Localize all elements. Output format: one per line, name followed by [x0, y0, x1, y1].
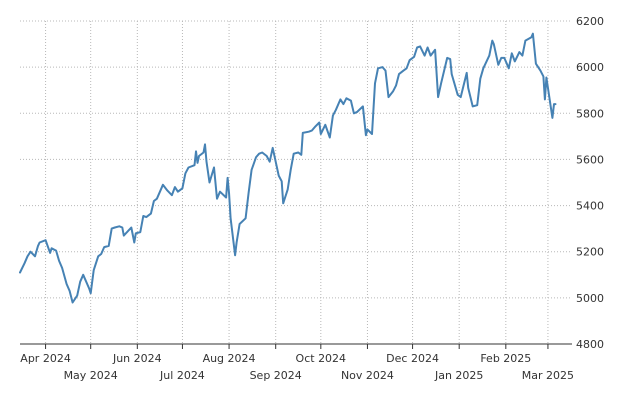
x-tick-label: Dec 2024: [386, 352, 439, 365]
x-tick-label: Feb 2025: [480, 352, 531, 365]
tick-labels: 4800 5000 5200 5400 5600 5800 6000 6200 Apr 2024…: [20, 15, 604, 382]
x-tick-label: Jun 2024: [112, 352, 162, 365]
x-tick-label: Oct 2024: [296, 352, 347, 365]
y-tick-label: 6000: [576, 61, 604, 74]
y-tick-label: 5400: [576, 200, 604, 213]
x-tick-label: Aug 2024: [203, 352, 256, 365]
y-tick-label: 5600: [576, 153, 604, 166]
y-tick-label: 5800: [576, 107, 604, 120]
x-tick-label: Apr 2024: [20, 352, 71, 365]
series-layer: [19, 32, 557, 304]
x-tick-label: Jan 2025: [434, 369, 483, 382]
y-tick-label: 4800: [576, 338, 604, 351]
x-tick-label: Sep 2024: [250, 369, 302, 382]
x-axis: [20, 343, 572, 349]
grid: [20, 20, 572, 344]
y-tick-label: 6200: [576, 15, 604, 28]
x-tick-label: Nov 2024: [341, 369, 394, 382]
x-tick-label: Jul 2024: [159, 369, 205, 382]
x-tick-label: Mar 2025: [522, 369, 574, 382]
x-tick-label: May 2024: [64, 369, 118, 382]
y-tick-label: 5200: [576, 246, 604, 259]
series-line: [19, 32, 557, 304]
y-tick-label: 5000: [576, 292, 604, 305]
